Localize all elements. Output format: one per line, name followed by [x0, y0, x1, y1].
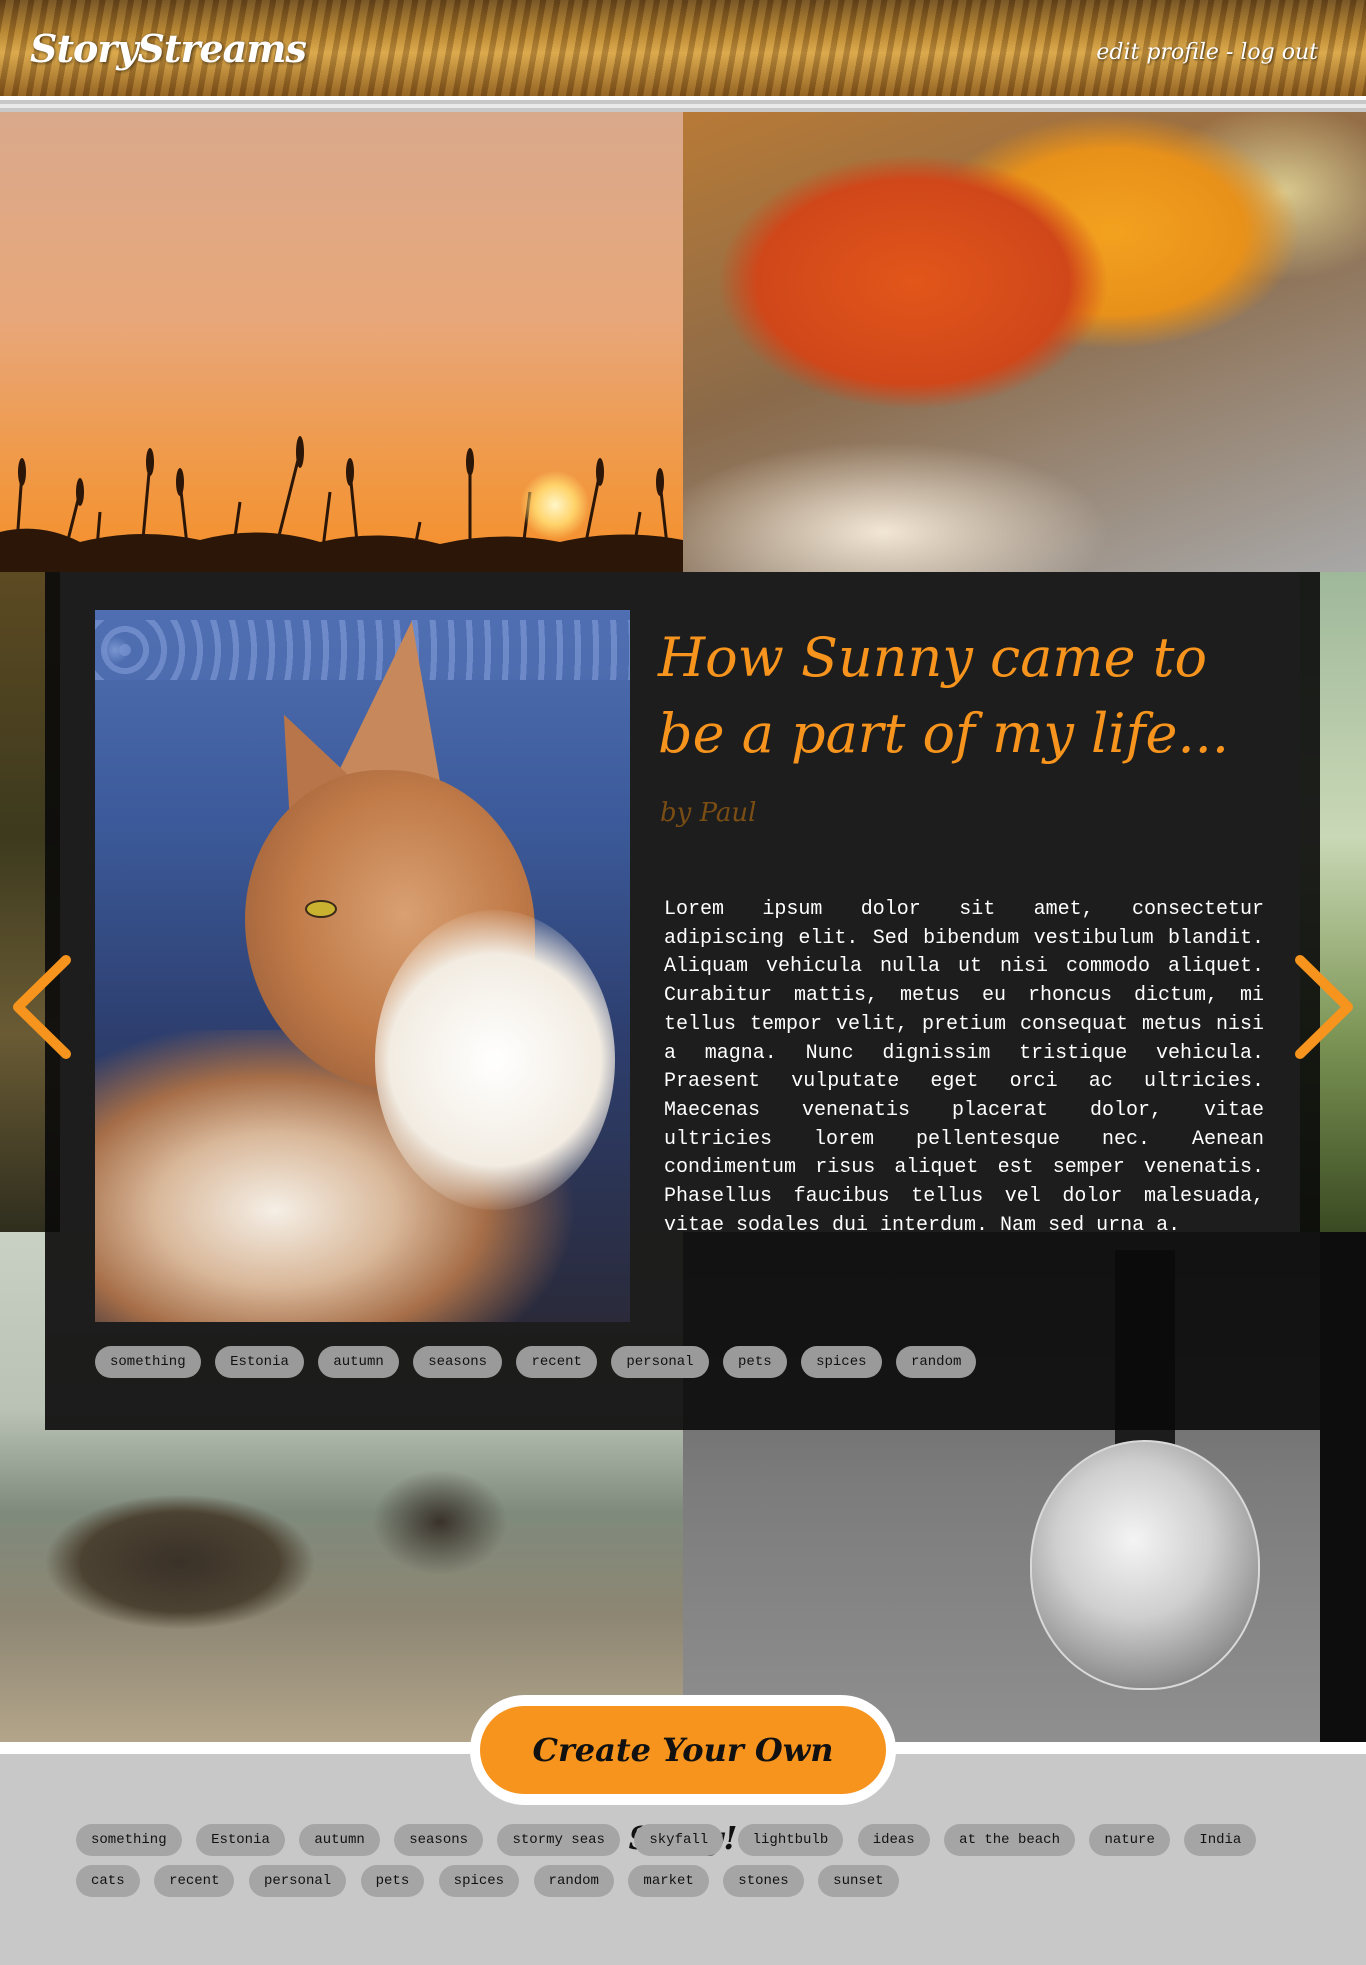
grass-silhouette — [0, 436, 683, 572]
spices-image[interactable] — [683, 112, 1366, 572]
footer-tag[interactable]: sunset — [818, 1865, 899, 1897]
story-tag[interactable]: spices — [801, 1346, 882, 1378]
story-tag[interactable]: Estonia — [215, 1346, 304, 1378]
story-tag[interactable]: recent — [516, 1346, 597, 1378]
footer-tag[interactable]: seasons — [394, 1824, 484, 1856]
story-tag[interactable]: autumn — [318, 1346, 399, 1378]
footer-tag[interactable]: ideas — [857, 1824, 930, 1856]
footer-tag[interactable]: Estonia — [196, 1824, 285, 1856]
story-title: How Sunny came to be a part of my life..… — [658, 626, 1230, 765]
lightbulb — [1030, 1440, 1260, 1690]
footer-tag[interactable]: something — [76, 1824, 182, 1856]
dark-edge — [1320, 1232, 1366, 1742]
footer-tag[interactable]: random — [533, 1865, 614, 1897]
previous-story-button[interactable] — [6, 952, 76, 1062]
footer-tag[interactable]: at the beach — [944, 1824, 1075, 1856]
site-header: StoryStreams edit profile - log out — [0, 0, 1366, 108]
footer-tag[interactable]: pets — [360, 1865, 425, 1897]
footer-tag[interactable]: cats — [76, 1865, 140, 1897]
footer-tag[interactable]: nature — [1089, 1824, 1170, 1856]
story-tag[interactable]: something — [95, 1346, 201, 1378]
footer-tag-cloud: something Estonia autumn seasons stormy … — [76, 1824, 1316, 1906]
sun — [520, 470, 590, 540]
footer-tag[interactable]: personal — [248, 1865, 347, 1897]
site-logo[interactable]: StoryStreams — [30, 26, 307, 71]
story-author[interactable]: by Paul — [660, 798, 757, 828]
footer-tag[interactable]: market — [628, 1865, 709, 1897]
footer-tag[interactable]: stormy seas — [497, 1824, 620, 1856]
cat-eye — [305, 900, 337, 918]
story-photo[interactable] — [95, 610, 630, 1322]
story-tag[interactable]: random — [895, 1346, 977, 1378]
chevron-right-icon — [1295, 955, 1353, 1059]
footer-tag[interactable]: autumn — [299, 1824, 380, 1856]
cat-chest — [375, 910, 615, 1210]
story-tags: something Estonia autumn seasons recent … — [95, 1346, 995, 1378]
next-story-button[interactable] — [1290, 952, 1360, 1062]
create-story-button[interactable]: Create Your Own Story! — [480, 1706, 886, 1857]
story-body: Lorem ipsum dolor sit amet, consectetur … — [664, 898, 1264, 1237]
footer-tag[interactable]: spices — [438, 1865, 520, 1897]
header-links: edit profile - log out — [1096, 40, 1318, 65]
footer-tag[interactable]: recent — [154, 1865, 235, 1897]
edit-profile-link[interactable]: edit profile — [1096, 40, 1219, 65]
footer-tag[interactable]: lightbulb — [737, 1824, 844, 1856]
header-separator: - — [1225, 40, 1234, 65]
chevron-left-icon — [13, 955, 71, 1059]
story-tag[interactable]: pets — [723, 1346, 787, 1378]
story-tag[interactable]: seasons — [413, 1346, 503, 1378]
footer-tag[interactable]: skyfall — [634, 1824, 724, 1856]
wallpaper-pattern — [95, 620, 630, 680]
story-tag[interactable]: personal — [611, 1346, 709, 1378]
sunset-image[interactable] — [0, 112, 683, 572]
footer-tag[interactable]: India — [1184, 1824, 1257, 1856]
log-out-link[interactable]: log out — [1240, 40, 1318, 65]
footer-tag[interactable]: stones — [723, 1865, 804, 1897]
